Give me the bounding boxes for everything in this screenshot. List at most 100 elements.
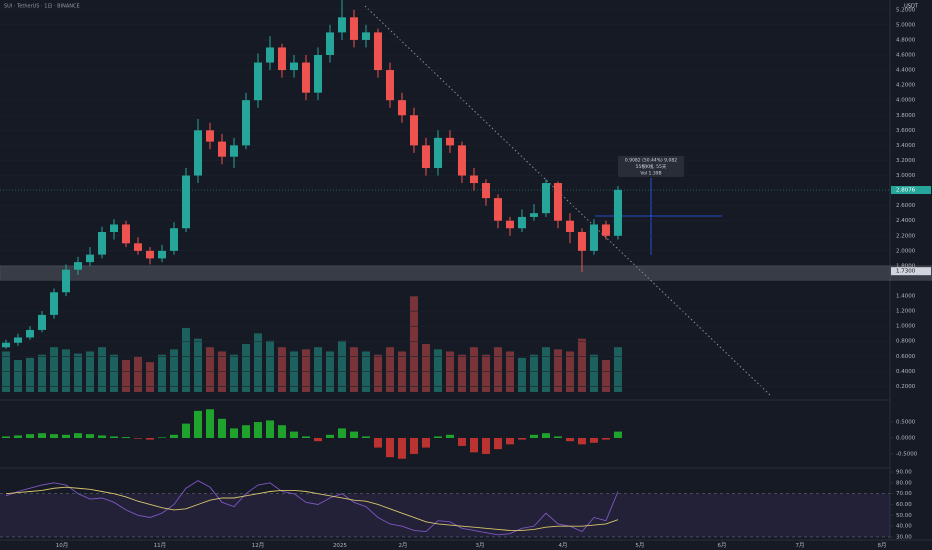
volume-bar <box>181 328 190 392</box>
macd-bar <box>157 437 166 438</box>
candle-body <box>505 220 514 229</box>
candle-body <box>37 314 46 330</box>
macd-bar <box>109 436 118 438</box>
candle-body <box>265 47 274 63</box>
volume-bar <box>1 351 10 392</box>
volume-bar <box>229 354 238 392</box>
volume-bar <box>97 347 106 392</box>
volume-bar <box>241 344 250 392</box>
macd-bar <box>121 437 130 438</box>
volume-bar <box>337 340 346 392</box>
rsi-band <box>0 493 890 537</box>
volume-bar <box>253 333 262 392</box>
x-tick-label: 5月 <box>635 542 644 549</box>
y-tick-label: 0.5000 <box>896 420 916 426</box>
zone-label-box <box>891 267 931 276</box>
y-tick-label: 80.00 <box>896 480 912 486</box>
y-tick-label: 5.0000 <box>896 22 916 28</box>
x-tick-label: 11月 <box>154 542 167 549</box>
volume-bar <box>409 296 418 392</box>
y-tick-label: 30.00 <box>896 534 912 540</box>
candle-body <box>445 137 454 146</box>
volume-bar <box>529 354 538 392</box>
candle-body <box>601 224 610 236</box>
macd-bar <box>517 437 526 440</box>
volume-bar <box>397 351 406 392</box>
macd-bar <box>361 436 370 438</box>
macd-bar <box>325 434 334 438</box>
macd-bar <box>205 409 214 438</box>
candle-body <box>517 216 526 229</box>
volume-bar <box>577 338 586 392</box>
candle-body <box>589 224 598 251</box>
volume-bar <box>313 347 322 392</box>
y-tick-label: 2.0000 <box>896 248 916 254</box>
macd-bar <box>133 437 142 439</box>
candle-body <box>229 145 238 157</box>
candle-body <box>181 175 190 229</box>
rsi-line <box>5 480 619 536</box>
candle-body <box>433 137 442 168</box>
macd-bar <box>529 434 538 438</box>
zone-label: 1.7300 <box>896 269 916 275</box>
candle-body <box>253 62 262 101</box>
x-tick-label: 6月 <box>718 542 727 549</box>
candle-body <box>325 32 334 55</box>
y-tick-label: 5.2000 <box>896 7 916 13</box>
macd-bar <box>613 431 622 438</box>
y-tick-label: 4.0000 <box>896 98 916 104</box>
x-tick-label: 2025 <box>333 543 347 549</box>
volume-bar <box>217 351 226 392</box>
y-tick-label: 2.4000 <box>896 218 916 224</box>
volume-bar <box>493 347 502 392</box>
volume-bar <box>37 354 46 392</box>
volume-bar <box>469 347 478 392</box>
macd-bar <box>289 431 298 438</box>
macd-bar <box>241 425 250 438</box>
y-tick-label: 50.00 <box>896 513 912 519</box>
volume-bar <box>133 356 142 392</box>
rsi-line <box>5 486 619 531</box>
y-tick-label: 4.8000 <box>896 37 916 43</box>
macd-bar <box>493 437 502 450</box>
y-tick-label: 70.00 <box>896 491 912 497</box>
macd-bar <box>13 435 22 438</box>
volume-bar <box>169 349 178 392</box>
candle-body <box>613 189 622 236</box>
volume-bar <box>301 349 310 392</box>
candle-body <box>289 62 298 71</box>
x-tick-label: 7月 <box>796 542 805 549</box>
price-label-box <box>891 186 931 195</box>
volume-bar <box>85 351 94 392</box>
candle-body <box>13 337 22 343</box>
support-zone <box>0 265 932 281</box>
candle-body <box>121 224 130 244</box>
macd-bar <box>349 431 358 438</box>
macd-bar <box>73 433 82 438</box>
volume-bar <box>433 349 442 392</box>
y-tick-label: 0.8000 <box>896 339 916 345</box>
macd-bar <box>277 425 286 438</box>
macd-bar <box>49 434 58 438</box>
macd-bar <box>229 428 238 438</box>
volume-bar <box>109 354 118 392</box>
macd-bar <box>37 433 46 438</box>
volume-bar <box>565 351 574 392</box>
macd-bar <box>421 437 430 448</box>
y-tick-label: 3.8000 <box>896 113 916 119</box>
y-tick-label: 0.0000 <box>896 435 916 441</box>
volume-bar <box>361 351 370 392</box>
macd-bar <box>25 434 34 438</box>
volume-bar <box>25 357 34 392</box>
candle-body <box>481 183 490 199</box>
y-tick-label: 90.00 <box>896 470 912 476</box>
candle-body <box>241 100 250 146</box>
volume-bar <box>349 347 358 392</box>
candle-body <box>61 269 70 293</box>
macd-bar <box>301 436 310 438</box>
currency-label: USDT <box>904 4 919 10</box>
